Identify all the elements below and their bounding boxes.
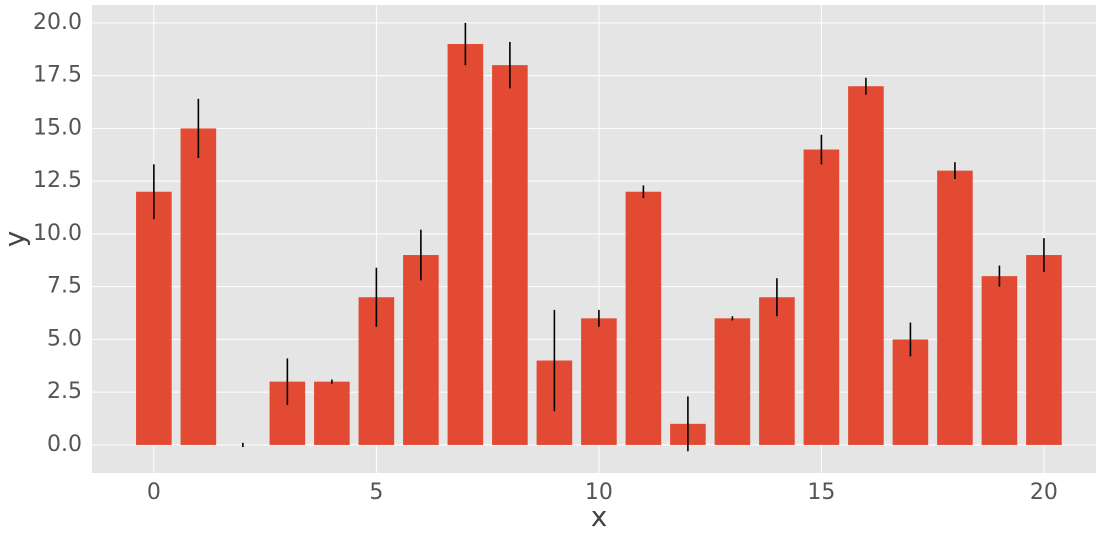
bar — [714, 318, 751, 445]
bar — [981, 276, 1018, 445]
x-tick-label: 0 — [147, 480, 161, 505]
bar — [492, 65, 528, 445]
y-tick-label: 7.5 — [47, 274, 82, 299]
bar — [447, 44, 484, 445]
y-tick-label: 20.0 — [33, 10, 82, 35]
y-tick-label: 5.0 — [47, 326, 82, 351]
x-axis-label: x — [591, 500, 608, 533]
bar — [892, 339, 929, 445]
bar — [937, 170, 973, 445]
x-tick-label: 20 — [1030, 480, 1058, 505]
bar — [314, 381, 350, 445]
y-tick-label: 17.5 — [33, 63, 82, 88]
y-tick-label: 15.0 — [33, 115, 82, 140]
y-axis-label: y — [0, 231, 31, 248]
x-tick-label: 10 — [585, 480, 613, 505]
bar — [1026, 255, 1062, 445]
x-tick-label: 15 — [807, 480, 835, 505]
bar — [136, 191, 172, 445]
bar — [403, 255, 439, 445]
bar — [581, 318, 617, 445]
y-tick-label: 0.0 — [47, 432, 82, 457]
x-tick-label: 5 — [369, 480, 383, 505]
y-tick-label: 12.5 — [33, 168, 82, 193]
bar — [759, 297, 795, 445]
y-tick-label: 10.0 — [33, 221, 82, 246]
bar — [180, 128, 217, 445]
bar — [625, 191, 662, 445]
bar — [803, 149, 840, 445]
bar — [848, 86, 884, 445]
y-tick-label: 2.5 — [47, 379, 82, 404]
